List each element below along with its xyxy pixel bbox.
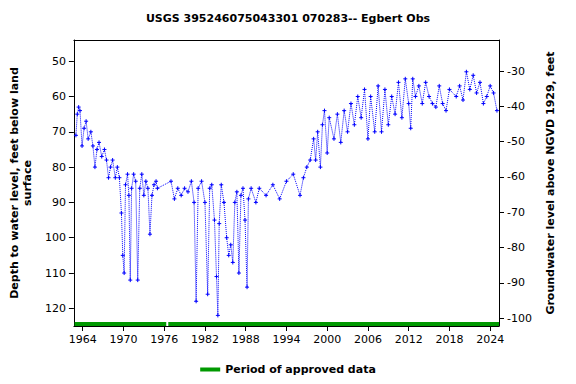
svg-text:-90: -90 <box>507 276 525 289</box>
svg-text:-30: -30 <box>507 65 525 78</box>
svg-text:1994: 1994 <box>272 333 300 346</box>
svg-text:60: 60 <box>52 90 66 103</box>
svg-text:2018: 2018 <box>435 333 463 346</box>
svg-text:110: 110 <box>45 267 66 280</box>
svg-text:1964: 1964 <box>69 333 97 346</box>
svg-text:2012: 2012 <box>395 333 423 346</box>
svg-text:90: 90 <box>52 196 66 209</box>
svg-text:USGS 395246075043301 070283--: USGS 395246075043301 070283-- Egbert Obs <box>146 12 431 25</box>
svg-text:2000: 2000 <box>313 333 341 346</box>
svg-text:Period of approved data: Period of approved data <box>225 363 376 376</box>
svg-text:120: 120 <box>45 302 66 315</box>
svg-text:-100: -100 <box>507 312 532 325</box>
svg-text:-80: -80 <box>507 241 525 254</box>
svg-text:1982: 1982 <box>191 333 219 346</box>
svg-text:Groundwater level above NGVD 1: Groundwater level above NGVD 1929, feet <box>544 51 557 314</box>
svg-text:70: 70 <box>52 125 66 138</box>
svg-text:50: 50 <box>52 55 66 68</box>
svg-text:80: 80 <box>52 161 66 174</box>
svg-text:2024: 2024 <box>476 333 504 346</box>
svg-text:-40: -40 <box>507 100 525 113</box>
svg-text:1988: 1988 <box>232 333 260 346</box>
svg-text:-60: -60 <box>507 170 525 183</box>
svg-text:-70: -70 <box>507 206 525 219</box>
svg-text:-50: -50 <box>507 135 525 148</box>
svg-text:surface: surface <box>21 160 34 206</box>
svg-text:1976: 1976 <box>150 333 178 346</box>
svg-text:Depth to water level, feet bel: Depth to water level, feet below land <box>8 67 21 299</box>
svg-text:2006: 2006 <box>354 333 382 346</box>
svg-text:100: 100 <box>45 231 66 244</box>
svg-text:1970: 1970 <box>109 333 137 346</box>
